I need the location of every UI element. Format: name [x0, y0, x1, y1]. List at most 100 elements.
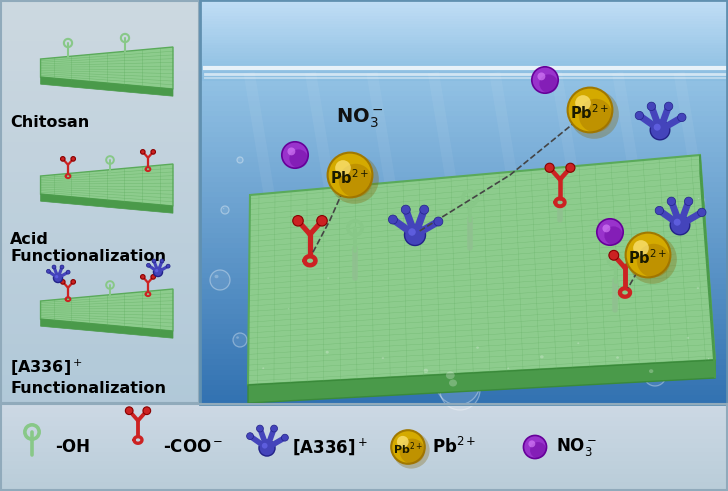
Circle shape: [401, 205, 411, 214]
Bar: [200, 27, 728, 30]
Bar: [0, 404, 728, 409]
Bar: [200, 218, 728, 224]
Bar: [200, 43, 728, 46]
Ellipse shape: [637, 244, 670, 277]
Bar: [200, 20, 728, 27]
Ellipse shape: [507, 367, 510, 369]
Bar: [0, 229, 728, 238]
Bar: [200, 26, 728, 31]
Bar: [0, 417, 728, 422]
Bar: [200, 35, 728, 42]
Circle shape: [282, 434, 288, 441]
Bar: [0, 101, 200, 112]
Circle shape: [262, 443, 268, 449]
Bar: [0, 253, 200, 264]
Bar: [0, 237, 728, 246]
Bar: [200, 213, 728, 218]
Bar: [0, 182, 200, 193]
Bar: [200, 81, 728, 87]
Circle shape: [152, 259, 156, 263]
Polygon shape: [41, 194, 173, 213]
Bar: [0, 263, 200, 274]
Text: Pb$^{2+}$: Pb$^{2+}$: [331, 168, 370, 187]
Bar: [200, 142, 728, 148]
Circle shape: [667, 197, 676, 206]
Bar: [200, 400, 728, 406]
Text: [A336]$^+$: [A336]$^+$: [292, 436, 368, 458]
Circle shape: [60, 279, 65, 284]
Bar: [200, 69, 728, 73]
Bar: [0, 0, 728, 9]
Bar: [0, 90, 728, 99]
Ellipse shape: [392, 432, 430, 468]
Circle shape: [694, 284, 706, 296]
Bar: [0, 385, 200, 396]
Ellipse shape: [540, 355, 544, 358]
Bar: [1, 1, 199, 403]
Circle shape: [531, 67, 558, 93]
Circle shape: [259, 440, 275, 456]
Bar: [200, 86, 728, 92]
Bar: [0, 311, 728, 320]
Bar: [200, 208, 728, 214]
Bar: [200, 364, 728, 371]
Bar: [200, 61, 728, 67]
Circle shape: [71, 279, 76, 284]
Ellipse shape: [616, 356, 619, 359]
Bar: [0, 152, 200, 163]
Circle shape: [635, 111, 644, 120]
Text: -COO$^-$: -COO$^-$: [163, 438, 223, 456]
Circle shape: [210, 270, 230, 290]
Circle shape: [420, 205, 429, 214]
Circle shape: [60, 265, 64, 269]
Bar: [200, 283, 728, 290]
Ellipse shape: [603, 224, 610, 232]
Circle shape: [151, 274, 156, 279]
Circle shape: [655, 206, 663, 215]
Bar: [1, 404, 727, 490]
Text: Acid
Functionalization: Acid Functionalization: [10, 232, 166, 264]
Circle shape: [52, 265, 56, 269]
Ellipse shape: [236, 336, 239, 339]
Circle shape: [440, 370, 480, 410]
Bar: [0, 401, 728, 410]
Bar: [200, 66, 728, 72]
Bar: [200, 11, 728, 14]
Bar: [200, 35, 728, 38]
Bar: [0, 114, 728, 124]
Bar: [200, 380, 728, 386]
Bar: [0, 0, 200, 11]
Bar: [0, 16, 728, 26]
Circle shape: [233, 333, 247, 347]
Circle shape: [436, 361, 480, 405]
Bar: [0, 482, 728, 488]
Bar: [200, 167, 728, 173]
Polygon shape: [41, 319, 173, 338]
Circle shape: [151, 150, 156, 154]
Circle shape: [613, 353, 627, 367]
Text: Pb$^{2+}$: Pb$^{2+}$: [570, 104, 609, 122]
Circle shape: [631, 250, 641, 260]
Circle shape: [650, 120, 670, 140]
Bar: [0, 164, 728, 173]
Circle shape: [237, 157, 243, 163]
Ellipse shape: [698, 198, 700, 199]
Bar: [0, 107, 728, 115]
Circle shape: [166, 264, 170, 268]
Bar: [0, 205, 728, 214]
Bar: [0, 417, 728, 427]
Bar: [200, 61, 728, 65]
Ellipse shape: [330, 155, 379, 204]
Bar: [0, 172, 728, 181]
Circle shape: [566, 163, 575, 172]
Ellipse shape: [604, 226, 623, 245]
Bar: [200, 72, 728, 76]
Circle shape: [221, 206, 229, 214]
Bar: [0, 121, 200, 133]
Bar: [200, 147, 728, 153]
Bar: [200, 5, 728, 11]
Bar: [0, 111, 200, 122]
Bar: [0, 51, 200, 62]
Bar: [200, 101, 728, 108]
Bar: [0, 474, 728, 479]
